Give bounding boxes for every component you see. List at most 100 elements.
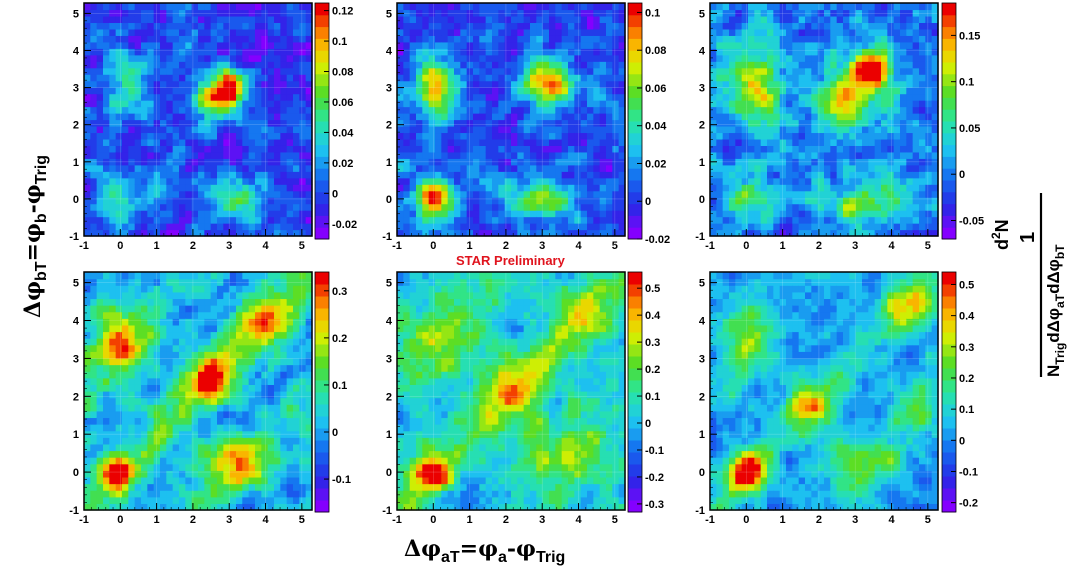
heatmap-cell [773,100,781,108]
heatmap-cell [242,61,250,69]
heatmap-cell [435,9,442,17]
heatmap-cell [84,331,91,339]
heatmap-cell [217,184,224,192]
heatmap-cell [460,41,468,49]
heatmap-cell [473,229,480,237]
heatmap-cell [606,119,613,127]
heatmap-cell [397,177,404,185]
heatmap-cell [185,184,193,192]
heatmap-cell [511,210,518,218]
heatmap-cell [517,28,525,36]
heatmap-cell [741,151,749,159]
heatmap-cell [84,15,91,24]
heatmap-cell [147,311,155,319]
heatmap-cell [574,197,582,205]
heatmap-cell [166,272,174,280]
y-tick-label: 0 [386,194,392,206]
heatmap-cell [561,3,569,11]
heatmap-cell [172,223,180,231]
heatmap-cell [618,197,626,205]
heatmap-cell [906,145,914,153]
colorbar-segment [942,203,956,216]
heatmap-cell [786,87,793,95]
heatmap-cell [485,67,493,75]
heatmap-cell [191,443,199,452]
heatmap-cell [198,397,205,405]
heatmap-cell [811,119,819,127]
heatmap-cell [830,151,838,159]
heatmap-cell [185,463,193,471]
heatmap-cell [887,61,895,69]
heatmap-cell [741,223,749,231]
heatmap-cell [741,74,749,82]
heatmap-cell [141,417,148,425]
heatmap-cell [141,54,148,62]
heatmap-cell [824,15,831,24]
heatmap-cell [122,119,129,127]
heatmap-cell [773,22,781,30]
heatmap-cell [498,9,506,17]
heatmap-cell [454,15,461,24]
heatmap-cell [428,9,436,17]
heatmap-cell [773,125,781,134]
heatmap-cell [103,437,110,445]
heatmap-cell [153,470,161,478]
heatmap-cell [862,80,869,88]
heatmap-cell [511,100,518,108]
heatmap-cell [798,9,806,17]
heatmap-cell [141,197,148,205]
heatmap-cell [606,223,613,231]
colorbar-segment [628,156,642,169]
heatmap-cell [166,397,174,405]
heatmap-cell [115,3,123,11]
heatmap-cell [912,67,920,75]
heatmap-cell [498,54,506,62]
heatmap-cell [204,119,212,127]
heatmap-cell [536,80,544,88]
heatmap-cell [741,41,749,49]
heatmap-cell [397,35,404,43]
heatmap-cell [134,216,142,224]
heatmap-cell [568,15,575,24]
heatmap-cell [248,138,256,146]
heatmap-cell [485,132,493,140]
heatmap-cell [862,190,869,198]
heatmap-cell [779,106,787,114]
heatmap-cell [153,113,161,121]
heatmap-cell [530,125,537,134]
heatmap-cell [792,145,800,153]
heatmap-cell [109,145,117,153]
heatmap-cell [274,216,281,224]
heatmap-cell [305,35,313,43]
heatmap-cell [587,22,594,30]
heatmap-cell [153,3,161,11]
heatmap-cell [141,463,148,471]
heatmap-cell [198,87,205,95]
heatmap-cell [760,171,768,179]
heatmap-cell [511,35,518,43]
heatmap-cell [722,106,730,114]
heatmap-cell [862,100,869,108]
heatmap-cell [599,151,607,159]
heatmap-cell [141,171,148,179]
heatmap-cell [754,74,762,82]
heatmap-cell [416,54,423,62]
heatmap-cell [881,184,888,192]
heatmap-cell [473,113,480,121]
heatmap-cell [473,9,480,17]
heatmap-cell [210,197,218,205]
heatmap-cell [103,132,110,140]
heatmap-cell [760,216,768,224]
heatmap-cell [96,197,104,205]
heatmap-cell [504,41,512,49]
heatmap-cell [185,457,193,465]
heatmap-cell [517,171,525,179]
heatmap-cell [160,331,167,339]
heatmap-cell [887,106,895,114]
heatmap-cell [409,28,417,36]
heatmap-cell [786,210,793,218]
heatmap-cell [115,41,123,49]
heatmap-cell [147,164,155,172]
heatmap-cell [416,67,423,75]
heatmap-cell [229,125,237,134]
